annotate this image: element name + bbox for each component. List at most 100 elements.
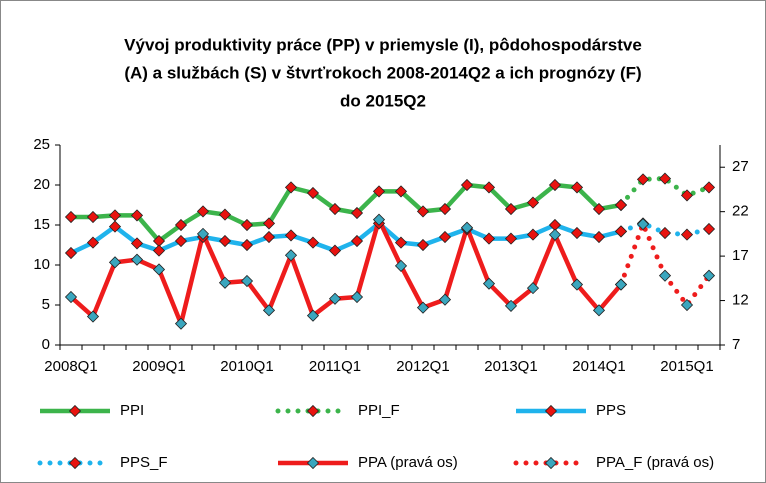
- legend-marker: [306, 456, 320, 470]
- marker: [438, 230, 452, 244]
- legend-marker: [544, 456, 558, 470]
- y-tick-label: 25: [33, 136, 50, 153]
- marker: [64, 246, 78, 260]
- marker: [592, 230, 606, 244]
- marker: [702, 181, 716, 194]
- marker: [614, 278, 628, 291]
- y2-tick-label: 17: [732, 247, 749, 264]
- marker: [240, 218, 254, 232]
- marker: [504, 202, 518, 216]
- legend-label: PPI_F: [358, 402, 400, 419]
- legend-label: PPS_F: [120, 454, 168, 471]
- marker: [130, 237, 144, 250]
- marker: [306, 236, 320, 249]
- x-tick-label: 2010Q1: [220, 358, 273, 375]
- marker: [284, 229, 298, 242]
- y2-tick-label: 7: [732, 336, 740, 353]
- legend-marker: [306, 404, 320, 418]
- marker: [152, 263, 166, 276]
- marker: [548, 178, 562, 192]
- marker: [350, 234, 364, 248]
- marker: [416, 205, 430, 218]
- marker: [636, 218, 650, 231]
- marker: [130, 253, 144, 266]
- x-tick-label: 2009Q1: [132, 358, 185, 375]
- x-tick-label: 2013Q1: [484, 358, 537, 375]
- marker: [614, 198, 628, 212]
- legend-label: PPA_F (pravá os): [596, 454, 714, 471]
- legend-marker: [544, 404, 558, 418]
- marker: [702, 222, 716, 236]
- marker: [350, 290, 364, 304]
- marker: [284, 249, 298, 262]
- marker: [86, 236, 100, 249]
- marker: [262, 230, 276, 244]
- marker: [548, 228, 562, 241]
- y2-tick-label: 27: [732, 158, 749, 175]
- marker: [526, 228, 540, 241]
- x-tick-label: 2015Q1: [660, 358, 713, 375]
- marker: [460, 221, 474, 234]
- marker: [614, 225, 628, 238]
- marker: [680, 298, 694, 312]
- marker: [306, 309, 320, 322]
- x-tick-label: 2011Q1: [309, 358, 361, 375]
- marker: [482, 181, 496, 194]
- marker: [372, 213, 386, 226]
- marker: [284, 181, 298, 194]
- marker: [592, 202, 606, 216]
- marker: [416, 301, 430, 314]
- marker: [328, 202, 342, 216]
- marker: [240, 274, 254, 288]
- y-tick-label: 20: [33, 176, 50, 193]
- marker: [438, 202, 452, 216]
- marker: [108, 220, 122, 233]
- marker: [240, 238, 254, 252]
- marker: [394, 236, 408, 249]
- marker: [570, 278, 584, 291]
- marker: [394, 185, 408, 198]
- marker: [174, 234, 188, 248]
- marker: [658, 226, 672, 240]
- chart-title: (A) a službách (S) v štvrťrokoch 2008-20…: [124, 63, 641, 82]
- marker: [262, 217, 276, 230]
- marker: [504, 232, 518, 245]
- x-tick-label: 2014Q1: [572, 358, 625, 375]
- marker: [636, 173, 650, 186]
- marker: [658, 269, 672, 282]
- marker: [416, 238, 430, 252]
- marker: [394, 259, 408, 272]
- marker: [680, 189, 694, 202]
- legend-marker: [68, 456, 82, 470]
- marker: [526, 196, 540, 209]
- marker: [570, 226, 584, 240]
- marker: [218, 234, 232, 248]
- marker: [130, 209, 144, 222]
- marker: [350, 206, 364, 220]
- marker: [152, 244, 166, 257]
- marker: [306, 186, 320, 200]
- marker: [328, 244, 342, 257]
- marker: [482, 277, 496, 290]
- x-tick-label: 2008Q1: [44, 358, 97, 375]
- marker: [174, 317, 188, 330]
- marker: [86, 210, 100, 224]
- marker: [328, 292, 342, 305]
- marker: [658, 172, 672, 185]
- y-tick-label: 5: [42, 296, 50, 313]
- marker: [196, 227, 210, 240]
- marker: [196, 205, 210, 218]
- x-tick-label: 2012Q1: [396, 358, 449, 375]
- marker: [570, 181, 584, 194]
- marker: [262, 304, 276, 317]
- marker: [218, 208, 232, 221]
- marker: [108, 256, 122, 269]
- marker: [86, 310, 100, 323]
- series-line: [69, 217, 623, 326]
- marker: [680, 228, 694, 241]
- marker: [372, 185, 386, 198]
- marker: [702, 269, 716, 282]
- marker: [526, 282, 540, 295]
- marker: [504, 299, 518, 312]
